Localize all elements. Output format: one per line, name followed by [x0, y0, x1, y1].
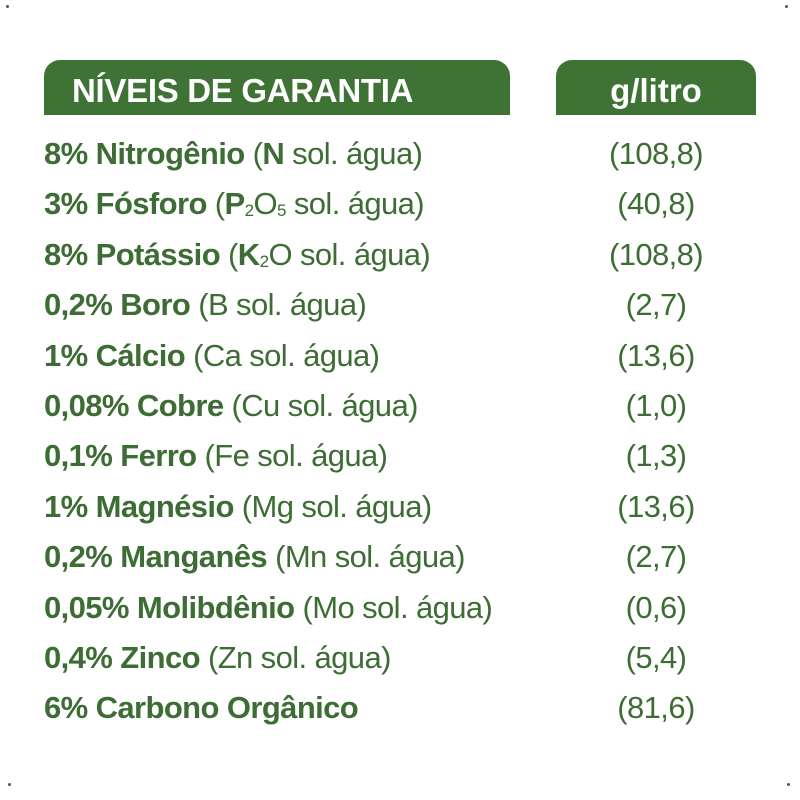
nutrient-label: 1% Magnésio (Mg sol. água) — [44, 488, 433, 524]
solubility-note: sol. água) — [291, 236, 431, 272]
nutrient-value: (13,6) — [617, 488, 695, 524]
guarantee-levels-header: NÍVEIS DE GARANTIA — [44, 60, 510, 115]
unit-header: g/litro — [556, 60, 756, 115]
nutrient-name: 3% Fósforo — [44, 186, 207, 222]
nutrient-row: 0,4% Zinco (Zn sol. água) (5,4) — [44, 635, 764, 685]
nutrient-row: 0,08% Cobre (Cu sol. água) (1,0) — [44, 383, 764, 433]
nutrient-value: (2,7) — [625, 287, 687, 323]
solubility-note: Ca sol. água) — [202, 337, 380, 373]
nutrient-value: (2,7) — [625, 539, 687, 575]
nutrient-name: 8% Nitrogênio — [44, 136, 245, 171]
nutrient-label: 0,4% Zinco (Zn sol. água) — [44, 639, 392, 675]
nutrient-row: 8% Potássio (K2O sol. água) (108,8) — [44, 232, 764, 282]
nutrient-value: (1,0) — [625, 387, 687, 423]
nutrient-row: 0,1% Ferro (Fe sol. água) (1,3) — [44, 433, 764, 483]
element-symbol: N — [262, 136, 285, 171]
nutrient-name: 0,05% Molibdênio — [44, 589, 295, 625]
solubility-note: Cu sol. água) — [241, 387, 418, 423]
solubility-note: Mn sol. água) — [284, 539, 466, 575]
solubility-note: Mo sol. água) — [312, 589, 493, 625]
nutrient-label: 0,05% Molibdênio (Mo sol. água) — [44, 589, 493, 625]
nutrient-row: 6% Carbono Orgânico (81,6) — [44, 685, 764, 735]
nutrient-table: 8% Nitrogênio (N sol. água) (108,8) 3% F… — [44, 131, 764, 736]
solubility-note: sol. água) — [284, 136, 423, 171]
nutrient-row: 0,05% Molibdênio (Mo sol. água) (0,6) — [44, 585, 764, 635]
nutrient-label: 1% Cálcio (Ca sol. água) — [44, 337, 380, 373]
solubility-note: Zn sol. água) — [217, 639, 392, 675]
solubility-note: Mg sol. água) — [251, 488, 433, 524]
nutrient-value: (0,6) — [625, 589, 687, 625]
nutrient-name: 0,1% Ferro — [44, 438, 197, 474]
nutrient-name: 6% Carbono Orgânico — [44, 690, 359, 726]
nutrient-label: 6% Carbono Orgânico — [44, 685, 359, 731]
nutrient-name: 0,4% Zinco — [44, 639, 201, 675]
nutrient-value: (40,8) — [617, 186, 695, 222]
nutrient-value: (108,8) — [608, 136, 704, 171]
element-symbol: K — [237, 236, 260, 272]
nutrient-value: (5,4) — [625, 639, 687, 675]
corner-dot — [6, 5, 9, 8]
nutrient-value: (108,8) — [608, 236, 704, 272]
nutrient-name: 0,2% Manganês — [44, 539, 268, 575]
nutrient-label: 0,2% Boro (B sol. água) — [44, 287, 367, 323]
nutrient-label: 3% Fósforo (P2O5 sol. água) — [44, 186, 425, 222]
solubility-note: Fe sol. água) — [214, 438, 388, 474]
nutrient-row: 8% Nitrogênio (N sol. água) (108,8) — [44, 131, 764, 181]
nutrient-label: 0,1% Ferro (Fe sol. água) — [44, 438, 388, 474]
nutrient-name: 1% Cálcio — [44, 337, 186, 373]
nutrient-name: 8% Potássio — [44, 236, 221, 272]
corner-dot — [8, 783, 11, 786]
nutrient-row: 3% Fósforo (P2O5 sol. água) (40,8) — [44, 181, 764, 231]
nutrient-row: 1% Cálcio (Ca sol. água) (13,6) — [44, 333, 764, 383]
nutrient-row: 0,2% Boro (B sol. água) (2,7) — [44, 282, 764, 332]
corner-dot — [787, 783, 790, 786]
nutrient-name: 0,2% Boro — [44, 287, 191, 323]
nutrient-name: 0,08% Cobre — [44, 387, 224, 423]
corner-dot — [785, 5, 788, 8]
nutrient-label: 8% Nitrogênio (N sol. água) — [44, 136, 423, 171]
nutrient-label: 0,2% Manganês (Mn sol. água) — [44, 539, 466, 575]
nutrient-value: (1,3) — [625, 438, 687, 474]
nutrient-label: 8% Potássio (K2O sol. água) — [44, 236, 431, 272]
nutrient-label: 0,08% Cobre (Cu sol. água) — [44, 387, 418, 423]
nutrient-value: (13,6) — [617, 337, 695, 373]
element-symbol: P — [224, 186, 246, 222]
nutrient-row: 0,2% Manganês (Mn sol. água) (2,7) — [44, 534, 764, 584]
solubility-note: B sol. água) — [207, 287, 367, 323]
nutrient-row: 1% Magnésio (Mg sol. água) (13,6) — [44, 484, 764, 534]
nutrient-name: 1% Magnésio — [44, 488, 234, 524]
solubility-note: sol. água) — [285, 186, 425, 222]
nutrient-value: (81,6) — [617, 690, 695, 726]
